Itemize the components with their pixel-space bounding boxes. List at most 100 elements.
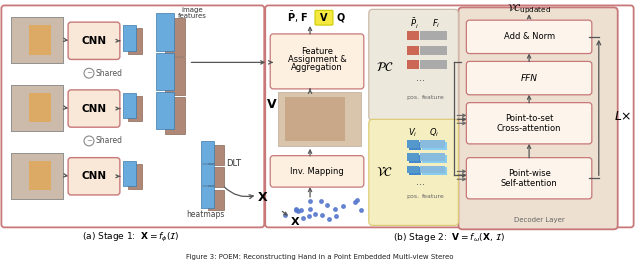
Bar: [123, 161, 136, 186]
Bar: [209, 190, 225, 210]
Bar: [12, 153, 63, 199]
Bar: [164, 58, 184, 95]
Text: Shared: Shared: [95, 136, 122, 146]
Bar: [420, 153, 445, 161]
FancyBboxPatch shape: [369, 119, 458, 225]
Bar: [285, 97, 345, 141]
Text: $L{\times}$: $L{\times}$: [614, 110, 632, 123]
Text: $\mathcal{VC}$: $\mathcal{VC}$: [376, 166, 393, 179]
Bar: [123, 25, 136, 50]
Text: $\mathbf{X}$: $\mathbf{X}$: [257, 191, 268, 204]
Text: FFN: FFN: [520, 74, 538, 83]
Bar: [200, 141, 214, 163]
Text: Inv. Mapping: Inv. Mapping: [290, 167, 344, 176]
Text: CNN: CNN: [81, 36, 106, 46]
Text: $\mathcal{PC}$: $\mathcal{PC}$: [376, 61, 394, 74]
Circle shape: [84, 68, 94, 78]
Bar: [156, 92, 173, 129]
Text: ~: ~: [86, 138, 92, 144]
Bar: [164, 97, 184, 134]
FancyBboxPatch shape: [467, 103, 592, 144]
Text: ~: ~: [86, 70, 92, 76]
Bar: [420, 140, 445, 148]
Bar: [128, 164, 142, 189]
Bar: [406, 140, 419, 148]
Text: Point-wise: Point-wise: [508, 169, 550, 178]
Text: Figure 3: POEM: Reconstructing Hand in a Point Embedded Multi-view Stereo: Figure 3: POEM: Reconstructing Hand in a…: [186, 254, 454, 260]
Text: pos.: pos.: [406, 95, 419, 100]
Text: pos.: pos.: [406, 194, 419, 200]
Bar: [406, 31, 419, 40]
FancyBboxPatch shape: [68, 90, 120, 127]
Bar: [200, 186, 214, 208]
Bar: [408, 155, 420, 163]
Bar: [422, 155, 447, 163]
Text: Add & Norm: Add & Norm: [504, 32, 555, 41]
FancyBboxPatch shape: [68, 158, 120, 195]
Text: Shared: Shared: [95, 69, 122, 78]
Bar: [123, 93, 136, 118]
Text: Feature: Feature: [301, 47, 333, 56]
Text: CNN: CNN: [81, 103, 106, 114]
Bar: [278, 92, 361, 146]
Text: ...: ...: [416, 177, 425, 187]
Bar: [420, 46, 447, 55]
Bar: [12, 17, 63, 63]
Text: $V_i$: $V_i$: [408, 127, 417, 139]
FancyBboxPatch shape: [467, 158, 592, 199]
FancyBboxPatch shape: [369, 9, 458, 120]
Circle shape: [84, 136, 94, 146]
Text: $Q_i$: $Q_i$: [429, 127, 440, 139]
Bar: [422, 142, 447, 150]
Bar: [156, 13, 173, 50]
FancyBboxPatch shape: [270, 34, 364, 89]
Text: Cross-attention: Cross-attention: [497, 124, 561, 133]
Bar: [406, 46, 419, 55]
Text: DLT: DLT: [226, 159, 241, 168]
Bar: [29, 161, 51, 190]
Text: (a) Stage 1:  $\mathbf{X} = f_\phi(\mathcal{I})$: (a) Stage 1: $\mathbf{X} = f_\phi(\mathc…: [82, 231, 180, 244]
Text: heatmaps: heatmaps: [186, 210, 225, 219]
Bar: [408, 142, 420, 150]
FancyBboxPatch shape: [1, 5, 264, 227]
Bar: [29, 93, 51, 122]
FancyBboxPatch shape: [315, 10, 333, 25]
Bar: [209, 167, 225, 187]
Bar: [12, 153, 63, 199]
Text: $\mathcal{VC}_{\mathrm{updated}}$: $\mathcal{VC}_{\mathrm{updated}}$: [507, 3, 551, 16]
Bar: [12, 17, 63, 63]
Text: Decoder Layer: Decoder Layer: [514, 218, 564, 224]
Bar: [209, 145, 225, 164]
Bar: [420, 60, 447, 69]
FancyBboxPatch shape: [265, 5, 634, 227]
Text: $\mathbf{V}$: $\mathbf{V}$: [319, 11, 329, 23]
Text: CNN: CNN: [81, 171, 106, 181]
FancyBboxPatch shape: [68, 22, 120, 59]
Bar: [420, 31, 447, 40]
Bar: [12, 85, 63, 131]
Bar: [128, 96, 142, 121]
Bar: [406, 153, 419, 161]
Bar: [164, 18, 184, 56]
FancyBboxPatch shape: [467, 20, 592, 53]
Bar: [156, 53, 173, 90]
Text: $\bar{P}_i$: $\bar{P}_i$: [410, 17, 419, 31]
Text: (b) Stage 2:  $\mathbf{V} = f_\omega(\mathbf{X},\,\mathcal{I})$: (b) Stage 2: $\mathbf{V} = f_\omega(\mat…: [394, 231, 506, 244]
Text: features: features: [178, 13, 207, 19]
Bar: [420, 166, 445, 173]
Bar: [12, 85, 63, 131]
Text: feature: feature: [422, 95, 445, 100]
Text: ...: ...: [416, 73, 425, 83]
Bar: [408, 167, 420, 175]
Bar: [406, 166, 419, 173]
Text: Aggregation: Aggregation: [291, 63, 343, 72]
FancyBboxPatch shape: [270, 156, 364, 187]
Bar: [29, 25, 51, 55]
Text: feature: feature: [422, 194, 445, 200]
Text: Assignment &: Assignment &: [287, 55, 346, 64]
Text: $F_i$: $F_i$: [432, 18, 441, 30]
Text: $\mathbf{X}$: $\mathbf{X}$: [290, 215, 300, 227]
Text: $\mathbf{V}$: $\mathbf{V}$: [266, 98, 278, 111]
Bar: [200, 164, 214, 185]
FancyBboxPatch shape: [458, 7, 618, 229]
